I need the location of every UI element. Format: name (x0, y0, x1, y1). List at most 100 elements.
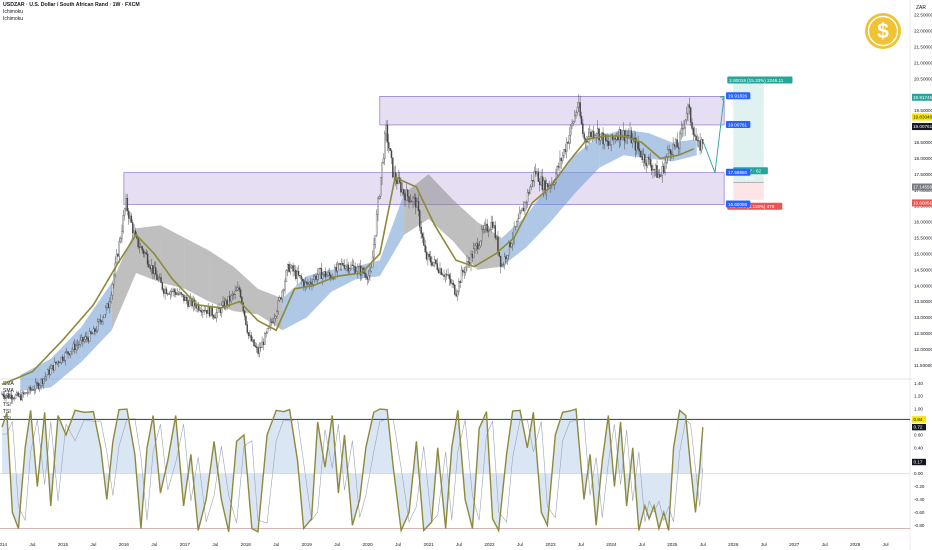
candle-body (264, 333, 266, 345)
candle-body (207, 306, 209, 314)
zone-price-label-2-bg (725, 168, 751, 176)
candle-body (176, 293, 178, 295)
candle-body (150, 265, 153, 270)
candle-body (223, 301, 226, 309)
candle-body (140, 246, 142, 248)
candle-body (489, 229, 491, 232)
candle-body (284, 280, 286, 291)
candle-body (653, 169, 656, 171)
candle-body (57, 361, 60, 364)
candle-body (460, 269, 463, 283)
candle-body (353, 265, 355, 267)
candle-body (415, 197, 417, 208)
candle-body (451, 283, 453, 284)
price-badge-3: 17.14558 (913, 185, 932, 190)
candle-body (33, 388, 36, 391)
price-tick-label: 14.50000 (914, 267, 932, 272)
candle-body (396, 180, 398, 184)
candle-body (29, 387, 32, 391)
candle-body (169, 291, 172, 295)
candle-body (669, 149, 672, 155)
price-badge-4: 16.60056 (913, 201, 932, 206)
candle-body (72, 343, 75, 350)
candle-body (52, 365, 54, 371)
candle-body (289, 267, 292, 273)
candle-body (113, 274, 115, 285)
symbol-title[interactable]: USDZAR · U.S. Dollar / South African Ran… (3, 2, 140, 8)
candle-body (76, 344, 79, 346)
ichimoku-cloud-segment (355, 260, 380, 280)
osc-legend-tsi-2[interactable]: TSI (3, 409, 11, 415)
price-tick-label: 19.50000 (914, 108, 932, 113)
candle-body (502, 264, 505, 266)
price-badge-bg-0 (912, 93, 932, 101)
candle-body (282, 289, 285, 292)
candle-body (452, 283, 455, 286)
candle-body (536, 171, 538, 174)
time-tick-label: 2017 (180, 542, 191, 547)
candle-body (520, 210, 522, 214)
time-tick-label: 2018 (241, 542, 252, 547)
osc-legend-sma-2[interactable]: SMA (3, 388, 14, 394)
candle-body (477, 243, 479, 250)
candle-body (168, 293, 170, 295)
candle-body (208, 306, 211, 317)
candle-body (226, 300, 228, 305)
candle-body (165, 288, 168, 295)
candle-body (44, 376, 46, 379)
candle-body (53, 361, 56, 371)
ichimoku-cloud-segment (574, 136, 600, 194)
candle-body (505, 256, 507, 260)
candle-body (28, 387, 30, 393)
candle-body (233, 294, 235, 296)
time-tick-label: Jul (700, 542, 706, 547)
ichimoku-cloud-segment (428, 174, 453, 242)
price-tick-label: 12.50000 (914, 331, 932, 336)
candle-body (285, 270, 288, 282)
candle-body (482, 229, 484, 230)
candle-body (261, 341, 263, 348)
candle-body (338, 263, 340, 265)
candle-body (642, 154, 645, 161)
osc-badge-0: 0.84 (914, 417, 923, 422)
candle-body (148, 264, 150, 268)
candle-body (48, 369, 50, 375)
osc-legend-tsi-1[interactable]: TSI (3, 402, 11, 408)
candle-body (563, 149, 565, 156)
candle-body (126, 198, 129, 212)
candle-body (693, 134, 696, 137)
candle-body (586, 140, 588, 143)
osc-badge-bg-0 (912, 416, 926, 423)
candle-body (175, 291, 177, 295)
candle-body (591, 131, 594, 138)
time-tick-label: 2028 (850, 542, 861, 547)
osc-tick-label: 1.40 (914, 381, 923, 386)
candle-body (5, 395, 7, 398)
candle-body (326, 274, 328, 278)
candle-body (20, 394, 22, 401)
candle-body (88, 331, 91, 342)
candle-body (265, 332, 267, 334)
candle-body (153, 267, 156, 274)
ichimoku-cloud-segment (81, 282, 112, 363)
candle-body (499, 255, 502, 267)
tsi-main-line (1, 408, 704, 534)
candle-body (548, 185, 550, 188)
ichimoku-legend-2[interactable]: Ichimoku (3, 16, 24, 22)
candle-body (439, 268, 441, 273)
candle-body (106, 303, 108, 308)
zone-price-label-0: 19.91826 (728, 94, 748, 99)
candle-body (200, 310, 203, 313)
osc-legend-sma-1[interactable]: SMA (3, 381, 14, 387)
time-tick-label: 2026 (728, 542, 739, 547)
ichimoku-legend-1[interactable]: Ichimoku (3, 9, 24, 15)
osc-legend-sma-3[interactable]: SMA (3, 395, 14, 401)
candle-body (154, 267, 157, 275)
candle-body (479, 240, 482, 247)
candle-body (184, 297, 187, 301)
candle-body (161, 282, 164, 290)
ichimoku-cloud-segment (452, 199, 478, 270)
candle-body (130, 215, 133, 223)
candle-body (676, 139, 678, 148)
